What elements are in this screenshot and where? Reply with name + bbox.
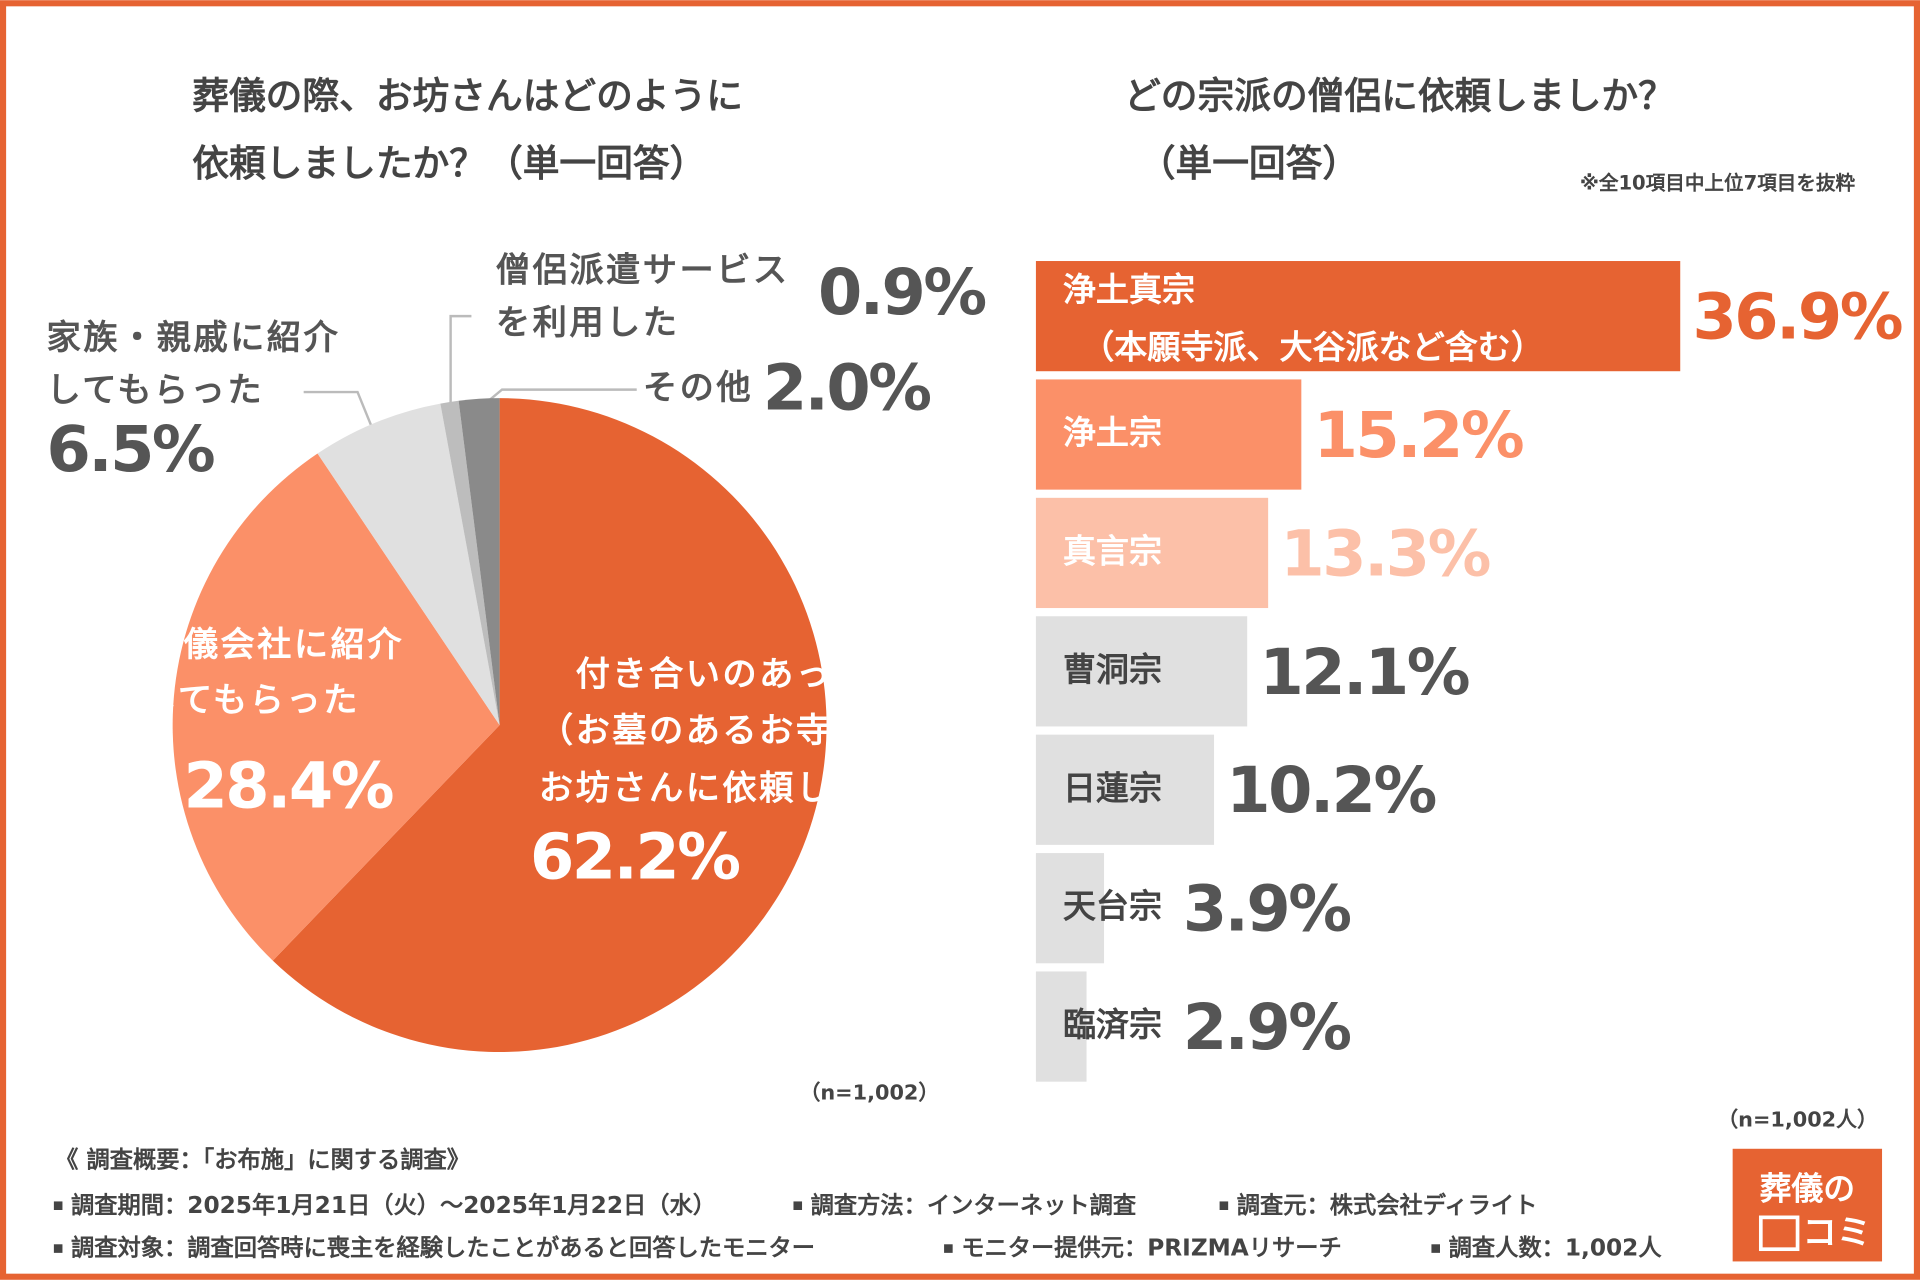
bar-value-label: 15.2% bbox=[1314, 399, 1523, 473]
bar-label: 曹洞宗 bbox=[1063, 650, 1162, 689]
bar-title: どの宗派の僧侶に依頼しましか？ bbox=[1124, 75, 1675, 118]
pie-label: を利用した bbox=[496, 303, 680, 343]
bar-subtitle: ※全10項目中上位7項目を抜粋 bbox=[1580, 171, 1856, 194]
leader-line bbox=[303, 390, 375, 432]
pie-label: 家族・親戚に紹介 bbox=[47, 318, 341, 358]
bullet bbox=[1219, 1201, 1229, 1210]
bar bbox=[1035, 497, 1269, 609]
pie-value-label: 6.5% bbox=[47, 413, 214, 487]
bar bbox=[1035, 734, 1215, 845]
pie-label: （お墓のあるお寺の） bbox=[539, 711, 906, 751]
footer-item: 調査方法：インターネット調査 bbox=[811, 1192, 1137, 1219]
bullet bbox=[53, 1201, 63, 1210]
footer-item: 調査元：株式会社ディライト bbox=[1237, 1192, 1538, 1219]
bar bbox=[1035, 261, 1681, 372]
pie-title: 葬儀の際、お坊さんはどのように bbox=[192, 75, 743, 118]
bullet bbox=[793, 1201, 803, 1210]
pie-note: （n=1,002） bbox=[800, 1081, 940, 1105]
logo-text: コミ bbox=[1802, 1213, 1871, 1253]
bar-value-label: 3.9% bbox=[1183, 873, 1350, 947]
leader-line bbox=[486, 388, 637, 403]
pie-label: その他 bbox=[643, 368, 753, 408]
pie-value-label: 28.4% bbox=[183, 750, 392, 824]
pie-slice bbox=[458, 398, 500, 726]
pie-value-label: 2.0% bbox=[763, 352, 930, 426]
logo-box bbox=[1732, 1148, 1883, 1262]
bar-value-label: 13.3% bbox=[1280, 517, 1489, 591]
bullet bbox=[1431, 1244, 1440, 1253]
footer-item: 調査期間：2025年1月21日（火）～2025年1月22日（水） bbox=[71, 1192, 716, 1219]
bar-label: 浄土宗 bbox=[1063, 413, 1162, 452]
footer-item: 調査人数：1,002人 bbox=[1449, 1235, 1663, 1262]
bullet bbox=[53, 1244, 63, 1253]
bullet bbox=[944, 1244, 953, 1253]
footer-item: モニター提供元：PRIZMAリサーチ bbox=[961, 1235, 1342, 1262]
leaders bbox=[303, 314, 637, 432]
bar bbox=[1035, 379, 1302, 490]
bar-label: （本願寺派、大谷派など含む） bbox=[1081, 328, 1544, 367]
pie-slice bbox=[272, 398, 827, 1053]
bar bbox=[1035, 616, 1248, 727]
bar bbox=[1035, 971, 1087, 1082]
pie-slice bbox=[172, 453, 500, 961]
bar-label: 真言宗 bbox=[1063, 531, 1162, 570]
pie-label: 僧侶派遣サービス bbox=[496, 251, 790, 291]
pie-label: してもらった bbox=[142, 680, 360, 720]
pie-value-label: 0.9% bbox=[818, 256, 985, 330]
bar-title: （単一回答） bbox=[1139, 142, 1359, 185]
bar-label: 天台宗 bbox=[1063, 887, 1162, 926]
logo-text: 葬儀の bbox=[1760, 1169, 1856, 1207]
bar-value-label: 12.1% bbox=[1259, 636, 1468, 710]
bar-label: 日蓮宗 bbox=[1063, 768, 1162, 807]
bar-value-label: 2.9% bbox=[1183, 991, 1350, 1065]
bar-value-label: 10.2% bbox=[1226, 754, 1435, 828]
pie-label: 付き合いのあった bbox=[576, 655, 870, 695]
footer-item: 調査対象：調査回答時に喪主を経験したことがあると回答したモニター bbox=[71, 1235, 815, 1262]
pie-label: お坊さんに依頼した bbox=[539, 769, 869, 809]
bar-note: （n=1,002人） bbox=[1717, 1108, 1877, 1132]
bar-label: 浄土真宗 bbox=[1063, 270, 1195, 309]
logo-icon bbox=[1758, 1215, 1800, 1252]
pie-slice bbox=[317, 403, 500, 726]
pie-title: 依頼しましたか？（単一回答） bbox=[192, 142, 706, 185]
footer-heading: 《 調査概要：「お布施」に関する調査》 bbox=[55, 1147, 470, 1174]
pie-label: 葬儀会社に紹介 bbox=[147, 625, 404, 665]
pie-slice bbox=[440, 400, 500, 726]
pie-label: してもらった bbox=[47, 371, 265, 411]
bar bbox=[1035, 853, 1105, 964]
leader-line bbox=[449, 314, 472, 405]
bar-label: 臨済宗 bbox=[1063, 1005, 1162, 1044]
bar-value-label: 36.9% bbox=[1692, 281, 1901, 355]
pie-value-label: 62.2% bbox=[530, 821, 739, 895]
